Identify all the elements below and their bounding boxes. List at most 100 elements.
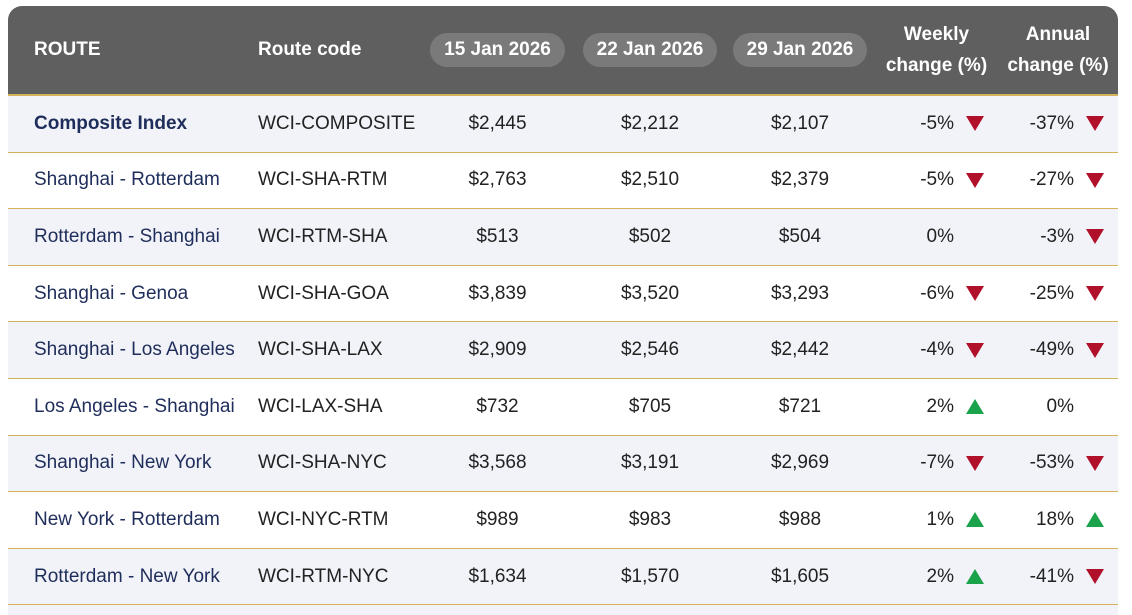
table-cell: $3,568 xyxy=(420,452,575,474)
cell-text: Shanghai - Los Angeles xyxy=(34,339,235,361)
table-cell: -5% xyxy=(875,169,998,191)
table-cell: Shanghai - New York xyxy=(8,452,258,474)
cell-text: WCI-SHA-RTM xyxy=(258,169,388,191)
trend-arrow xyxy=(1086,229,1104,245)
table-header: ROUTE Route code 15 Jan 2026 22 Jan 2026… xyxy=(8,6,1118,96)
trend-arrow xyxy=(1086,116,1104,132)
table-cell: $732 xyxy=(420,396,575,418)
table-row: Shanghai - Los Angeles WCI-SHA-LAX $2,909 $… xyxy=(8,322,1118,379)
table-cell: WCI-SHA-LAX xyxy=(258,339,420,361)
cell-text: -53% xyxy=(1029,452,1074,474)
cell-text: Rotterdam - Shanghai xyxy=(34,225,220,247)
table-cell: 1% xyxy=(875,509,998,531)
header-cell: Route code xyxy=(258,39,362,60)
cell-text: 18% xyxy=(1035,508,1074,530)
table-cell: -41% xyxy=(998,566,1118,588)
cell-text: -3% xyxy=(1040,225,1074,247)
cell-text: 2% xyxy=(926,565,954,587)
cell-text: Shanghai - Genoa xyxy=(34,282,189,304)
cell-text: WCI-RTM-NYC xyxy=(258,565,389,587)
row-filler xyxy=(8,605,1118,615)
table-cell: $3,293 xyxy=(725,283,875,305)
cell-text: $988 xyxy=(778,508,822,530)
table-cell: $2,969 xyxy=(725,452,875,474)
table-cell: $2,212 xyxy=(575,113,725,135)
header-cell: 15 Jan 2026 xyxy=(430,33,565,67)
table-cell: WCI-SHA-GOA xyxy=(258,283,420,305)
cell-text: $3,191 xyxy=(620,452,680,474)
table-cell: -7% xyxy=(875,452,998,474)
table-cell: 18% xyxy=(998,509,1118,531)
table-cell: -53% xyxy=(998,452,1118,474)
header-cell: 22 Jan 2026 xyxy=(582,33,718,67)
cell-text: -41% xyxy=(1029,565,1074,587)
table-cell: -49% xyxy=(998,339,1118,361)
cell-text: 0% xyxy=(1046,395,1074,417)
table-cell: -5% xyxy=(875,113,998,135)
cell-text: 1% xyxy=(926,508,954,530)
trend-arrow xyxy=(966,172,984,188)
table-cell: -25% xyxy=(998,283,1118,305)
cell-text: $3,568 xyxy=(468,452,527,474)
table-cell: WCI-COMPOSITE xyxy=(258,113,420,135)
table-cell: $1,570 xyxy=(575,566,725,588)
table-cell: -6% xyxy=(875,283,998,305)
cell-text: Rotterdam - New York xyxy=(34,565,220,587)
cell-text: $3,839 xyxy=(468,282,527,304)
table-cell: $2,510 xyxy=(575,169,725,191)
table-cell: $2,442 xyxy=(725,339,875,361)
trend-arrow xyxy=(1086,172,1104,188)
cell-text: -25% xyxy=(1029,282,1074,304)
table-cell: $504 xyxy=(725,226,875,248)
header-cell: Annual change (%) xyxy=(1007,24,1109,76)
cell-text: Composite Index xyxy=(34,112,188,134)
cell-text: $2,442 xyxy=(770,339,830,361)
trend-arrow xyxy=(966,116,984,132)
table-cell: Shanghai - Rotterdam xyxy=(8,169,258,191)
cell-text: Los Angeles - Shanghai xyxy=(34,395,235,417)
table-row: Los Angeles - Shanghai WCI-LAX-SHA $732 $70… xyxy=(8,379,1118,436)
table-cell: -4% xyxy=(875,339,998,361)
cell-text: 2% xyxy=(926,395,954,417)
cell-text: $1,605 xyxy=(770,565,830,587)
table-cell: Rotterdam - New York xyxy=(8,566,258,588)
cell-text: -6% xyxy=(920,282,954,304)
cell-text: $989 xyxy=(476,508,519,530)
cell-text: $2,445 xyxy=(468,112,527,134)
table-cell: $721 xyxy=(725,396,875,418)
cell-text: $2,546 xyxy=(620,339,680,361)
cell-text: $705 xyxy=(628,395,672,417)
header-cell: 29 Jan 2026 xyxy=(732,33,868,67)
table-cell: WCI-SHA-NYC xyxy=(258,452,420,474)
table-cell: $2,909 xyxy=(420,339,575,361)
table-cell: $2,445 xyxy=(420,113,575,135)
table-cell: -3% xyxy=(998,226,1118,248)
cell-text: $3,293 xyxy=(770,282,830,304)
table-cell: $2,763 xyxy=(420,169,575,191)
cell-text: Shanghai - Rotterdam xyxy=(34,169,220,191)
cell-text: WCI-SHA-NYC xyxy=(258,452,387,474)
table-cell: 0% xyxy=(998,396,1118,418)
table-row: Rotterdam - New York WCI-RTM-NYC $1,634 $1,… xyxy=(8,548,1118,606)
cell-text: -7% xyxy=(920,452,954,474)
trend-arrow xyxy=(1086,569,1104,585)
table-cell: WCI-LAX-SHA xyxy=(258,396,420,418)
cell-text: $504 xyxy=(778,225,822,247)
trend-arrow xyxy=(966,512,984,528)
cell-text: Shanghai - New York xyxy=(34,452,212,474)
cell-text: WCI-RTM-SHA xyxy=(258,225,388,247)
rates-table: ROUTE Route code 15 Jan 2026 22 Jan 2026… xyxy=(8,6,1118,615)
cell-text: $983 xyxy=(628,508,672,530)
table-cell: 2% xyxy=(875,396,998,418)
table-cell: $502 xyxy=(575,226,725,248)
header-cell: ROUTE xyxy=(34,39,101,60)
cell-text: WCI-SHA-LAX xyxy=(258,339,383,361)
table-cell: 2% xyxy=(875,566,998,588)
table-cell: Shanghai - Los Angeles xyxy=(8,339,258,361)
table-cell: $705 xyxy=(575,396,725,418)
trend-arrow xyxy=(966,569,984,585)
table-cell: Rotterdam - Shanghai xyxy=(8,226,258,248)
table-row: New York - Rotterdam WCI-NYC-RTM $989 $983 $… xyxy=(8,492,1118,549)
table-cell: New York - Rotterdam xyxy=(8,509,258,531)
table-cell: $983 xyxy=(575,509,725,531)
